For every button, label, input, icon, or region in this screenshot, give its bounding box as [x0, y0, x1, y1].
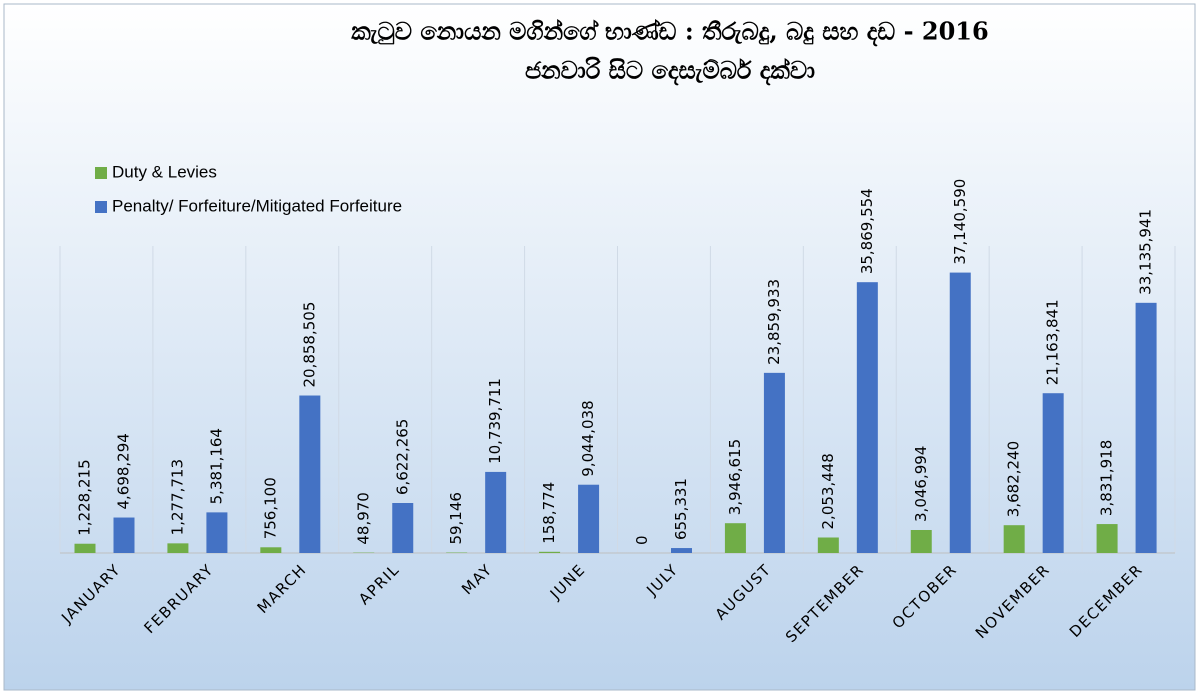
legend-label: Duty & Levies	[112, 162, 217, 181]
bar	[1136, 303, 1157, 553]
value-label: 21,163,841	[1044, 299, 1062, 385]
value-label: 2,053,448	[819, 453, 837, 529]
value-label: 3,831,918	[1098, 440, 1116, 516]
bar	[950, 273, 971, 553]
bar	[299, 396, 320, 553]
bar	[911, 530, 932, 553]
value-label: 4,698,294	[115, 433, 133, 509]
value-label: 33,135,941	[1137, 209, 1155, 295]
bar	[260, 547, 281, 553]
legend-swatch	[95, 167, 107, 179]
bar	[857, 282, 878, 553]
bar	[167, 543, 188, 553]
bar	[392, 503, 413, 553]
chart-subtitle: ජනවාරි සිට දෙසැම්බර් දක්වා	[525, 56, 815, 87]
value-label: 655,331	[672, 478, 690, 540]
bar	[764, 373, 785, 553]
value-label: 5,381,164	[207, 428, 225, 504]
value-label: 37,140,590	[951, 179, 969, 265]
value-label: 48,970	[354, 492, 372, 545]
value-label: 10,739,711	[486, 378, 504, 464]
value-label: 756,100	[261, 477, 279, 539]
bar	[206, 512, 227, 553]
value-label: 20,858,505	[300, 302, 318, 388]
bar	[75, 544, 96, 553]
bar	[818, 537, 839, 553]
value-label: 3,946,615	[726, 439, 744, 515]
bar	[1043, 393, 1064, 553]
value-label: 0	[633, 535, 651, 545]
value-label: 158,774	[540, 482, 558, 544]
bar	[1004, 525, 1025, 553]
value-label: 23,859,933	[765, 279, 783, 365]
value-label: 1,228,215	[76, 459, 94, 535]
value-label: 3,682,240	[1005, 441, 1023, 517]
bar	[485, 472, 506, 553]
bar	[578, 485, 599, 553]
chart-title: කැටුව නොයන මගින්ගේ භාණ්ඩ : තීරුබදු, බදු …	[351, 17, 988, 48]
value-label: 3,046,994	[912, 446, 930, 522]
value-label: 35,869,554	[858, 188, 876, 274]
legend-swatch	[95, 201, 107, 213]
bar	[1097, 524, 1118, 553]
bar	[671, 548, 692, 553]
bar	[539, 552, 560, 553]
value-label: 59,146	[447, 492, 465, 545]
legend-label: Penalty/ Forfeiture/Mitigated Forfeiture	[112, 196, 402, 215]
value-label: 9,044,038	[579, 400, 597, 476]
value-label: 1,277,713	[168, 459, 186, 535]
value-label: 6,622,265	[393, 419, 411, 495]
bar	[114, 518, 135, 553]
bar	[725, 523, 746, 553]
